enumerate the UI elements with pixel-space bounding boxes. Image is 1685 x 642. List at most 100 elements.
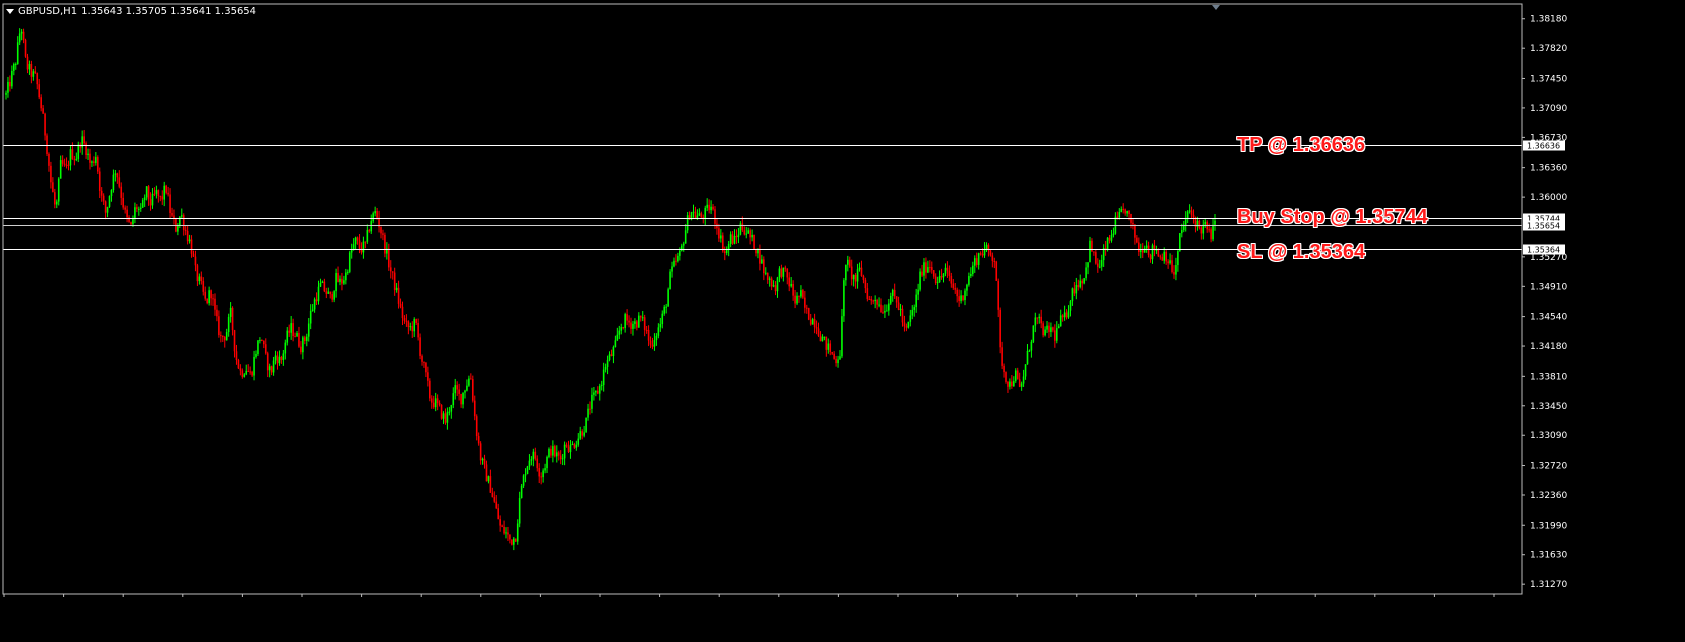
symbol-header[interactable]: GBPUSD,H1 1.35643 1.35705 1.35641 1.3565… [6, 6, 256, 17]
candle-body [384, 234, 386, 254]
price-tick-label: 1.31270 [1530, 580, 1567, 590]
candle-body [1188, 210, 1191, 212]
candle-body [757, 249, 759, 254]
candle-body [243, 374, 246, 377]
candle-body [731, 234, 734, 244]
candle-body [491, 492, 494, 498]
candle-body [585, 417, 587, 433]
candle-body [1091, 240, 1093, 252]
level-price-label: 1.35654 [1527, 222, 1560, 231]
candle-body [837, 359, 839, 364]
candle-body [157, 190, 160, 196]
candle-body [268, 366, 271, 371]
candle-body [618, 330, 621, 335]
candle-body [882, 312, 884, 314]
candle-body [339, 278, 341, 282]
candle-body [261, 339, 263, 341]
candle-body [11, 70, 13, 87]
candle-body [335, 273, 337, 292]
candle-body [636, 321, 638, 328]
chevron-down-icon[interactable] [6, 9, 14, 14]
candle-body [948, 270, 951, 276]
candle-body [841, 316, 843, 357]
price-tick-label: 1.37450 [1530, 74, 1567, 84]
candle-body [77, 144, 80, 159]
candle-body [436, 398, 439, 404]
candle-body [241, 370, 244, 377]
symbol-timeframe: GBPUSD,H1 [18, 6, 78, 17]
candle-body [1200, 227, 1203, 234]
candle-body [555, 452, 558, 457]
candle-body [1124, 209, 1126, 214]
candle-body [1141, 250, 1144, 253]
candle-body [565, 444, 568, 447]
price-tick-label: 1.35270 [1530, 253, 1567, 263]
candle-body [680, 245, 683, 251]
candle-body [1102, 248, 1105, 261]
candle-body [1071, 288, 1074, 302]
candle-body [688, 215, 691, 220]
candle-body [389, 267, 392, 272]
candle-body [1079, 280, 1082, 288]
candle-body [764, 272, 767, 274]
candle-body [393, 272, 396, 291]
candle-body [706, 204, 708, 208]
candle-body [540, 476, 542, 478]
candle-body [1095, 252, 1097, 264]
candle-body [190, 239, 193, 254]
candle-body [399, 303, 402, 307]
candle-body [639, 315, 642, 318]
candle-body [237, 359, 240, 369]
candle-body [597, 390, 599, 394]
candle-body [997, 280, 1000, 310]
candle-body [1175, 265, 1177, 275]
candle-body [1038, 316, 1041, 319]
candle-body [69, 149, 72, 166]
candle-body [1208, 229, 1210, 231]
candle-body [1013, 381, 1015, 387]
candle-body [102, 195, 105, 202]
candle-body [138, 208, 140, 210]
candle-body [145, 186, 148, 198]
candle-body [755, 249, 757, 254]
candle-body [614, 340, 617, 348]
candle-body [864, 279, 867, 289]
candle-body [444, 413, 447, 423]
candle-body [98, 171, 101, 191]
candle-body [188, 239, 191, 242]
candle-body [167, 192, 169, 195]
candle-body [313, 299, 316, 310]
candle-body [1009, 381, 1011, 387]
candle-body [233, 330, 236, 352]
candle-body [772, 285, 775, 287]
candle-body [16, 42, 19, 64]
candle-body [704, 207, 707, 219]
candle-body [347, 271, 349, 273]
candle-body [946, 267, 949, 271]
candle-body [554, 446, 556, 457]
candle-body [768, 278, 771, 280]
candle-body [907, 321, 910, 328]
price-tick-label: 1.34540 [1530, 313, 1567, 323]
candle-body [573, 444, 576, 448]
price-tick-label: 1.33450 [1530, 402, 1567, 412]
candle-body [747, 230, 749, 234]
price-tick-label: 1.36730 [1530, 133, 1567, 143]
candle-body [489, 476, 492, 493]
candle-body [1044, 329, 1046, 336]
candle-body [454, 385, 457, 394]
candle-body [210, 290, 212, 299]
candle-body [503, 526, 505, 534]
candle-body [1108, 237, 1111, 241]
candle-body [630, 322, 632, 329]
candle-body [284, 342, 287, 354]
candle-body [20, 31, 23, 34]
candle-body [792, 283, 794, 296]
price-tick-label: 1.32360 [1530, 491, 1567, 501]
candle-body [452, 393, 455, 406]
candle-body [249, 371, 251, 373]
candle-body [325, 291, 328, 294]
candle-body [413, 319, 416, 332]
